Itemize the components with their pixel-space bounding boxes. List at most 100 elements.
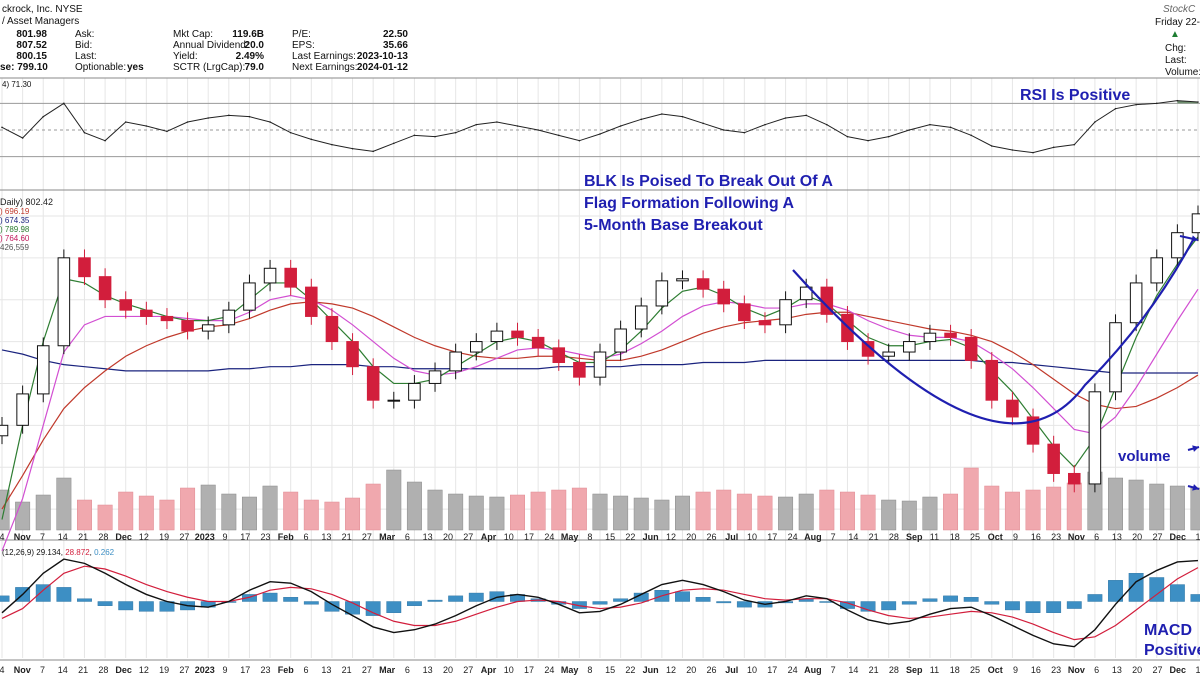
rsi-point: [702, 122, 704, 125]
quote-l2-1: Bid:: [75, 40, 93, 51]
x-tick-label: 27: [362, 532, 372, 542]
quote-l3-3: SCTR (LrgCap):: [173, 62, 246, 73]
x-tick-label: 22: [625, 532, 635, 542]
x-tick-label: May: [561, 532, 579, 542]
rsi-point: [846, 135, 849, 138]
rsi-point: [186, 121, 189, 123]
company-name: ckrock, Inc. NYSE: [2, 4, 83, 15]
x-tick-label: Jun: [643, 665, 659, 675]
volume-bar: [819, 489, 835, 531]
candle-body: [1150, 257, 1164, 284]
candle-body: [78, 257, 91, 278]
candle-body: [36, 345, 50, 395]
volume-bar: [468, 495, 484, 531]
quote-v3-2: 2.49%: [235, 51, 264, 62]
candle-body: [1047, 443, 1060, 474]
volume-bar: [654, 499, 670, 531]
x-tick-label: Apr: [481, 665, 497, 675]
candle-body: [1171, 232, 1184, 259]
x-tick-label: 20: [1132, 665, 1142, 675]
candle-body: [98, 276, 112, 301]
x-tick-label: 24: [788, 532, 798, 542]
rsi-point: [743, 131, 746, 134]
candle-body: [305, 286, 318, 317]
candle-body: [1026, 416, 1040, 445]
volume-bar: [1004, 491, 1020, 531]
x-tick-label: 12: [666, 665, 676, 675]
candle-body: [779, 299, 792, 326]
rsi-point: [42, 115, 45, 118]
volume-bar: [303, 499, 319, 531]
rsi-point: [104, 139, 106, 142]
x-tick-label: 28: [98, 665, 108, 675]
quote-v3-1: 20.0: [244, 40, 264, 51]
volume-bar: [365, 483, 381, 531]
volume-bar: [798, 493, 814, 531]
hist-value: 0.262: [94, 548, 115, 557]
x-tick-label: 2023: [195, 532, 215, 542]
x-tick-label: 19: [159, 532, 169, 542]
rsi-point: [619, 125, 622, 127]
x-tick-label: 8: [587, 532, 592, 542]
x-tick-label: 27: [179, 532, 189, 542]
volume-bar: [77, 499, 92, 531]
x-tick-label: 13: [423, 665, 433, 675]
candle-body: [614, 328, 627, 353]
rsi-point: [166, 130, 168, 133]
volume-bar: [118, 491, 134, 531]
x-tick-label: 10: [747, 665, 757, 675]
x-tick-label: 20: [1132, 532, 1142, 542]
macd-hist-bar: [963, 597, 979, 602]
x-tick-label: 23: [261, 665, 271, 675]
volume-bar: [1149, 483, 1165, 531]
chg-label: Chg:: [1165, 43, 1187, 54]
rsi-point: [63, 102, 65, 105]
up-arrow-icon: ▲: [1170, 29, 1180, 40]
x-tick-label: 4: [0, 532, 5, 542]
volume-bar: [1025, 489, 1041, 531]
rsi-point: [887, 135, 890, 138]
x-tick-label: 9: [1013, 532, 1018, 542]
volume-bar: [56, 477, 72, 531]
candle-body: [428, 370, 442, 384]
rsi-point: [1094, 121, 1096, 123]
candle-body: [263, 267, 277, 284]
macd-hist-bar: [1108, 580, 1123, 602]
x-tick-label: 4: [0, 665, 5, 675]
rsi-point: [1052, 146, 1055, 149]
macd-hist-bar: [283, 597, 299, 602]
x-tick-label: Mar: [379, 532, 396, 542]
rsi-point: [310, 138, 313, 141]
rsi-point: [392, 142, 395, 145]
x-tick-label: 1: [1195, 532, 1200, 542]
candle-body: [201, 324, 215, 332]
rsi-point: [21, 137, 24, 139]
quote-l2-3: Optionable:: [75, 62, 127, 73]
x-tick-label: 21: [78, 532, 88, 542]
rsi-point: [289, 131, 292, 134]
rsi-point: [124, 121, 127, 123]
candle-body: [923, 332, 937, 343]
candle-body: [57, 257, 71, 347]
quote-v1-2: 800.15: [16, 51, 47, 62]
quote-v4-1: 35.66: [382, 40, 408, 51]
macd-hist-bar: [468, 592, 484, 602]
rsi-point: [454, 131, 457, 134]
candle-body: [861, 341, 875, 357]
base-curve: [792, 239, 1194, 425]
rsi-point: [1032, 151, 1034, 154]
rsi-point: [516, 125, 519, 127]
quote-l3-1: Annual Dividend:: [173, 40, 249, 51]
x-tick-label: Nov: [14, 532, 31, 542]
volume-bar: [159, 499, 175, 531]
volume-bar: [1169, 485, 1185, 531]
rsi-point: [1073, 143, 1076, 146]
candle-body: [1191, 213, 1200, 234]
flag-annotation-line-3: 5-Month Base Breakout: [584, 217, 763, 234]
x-tick-label: 23: [1051, 665, 1061, 675]
x-tick-label: 17: [767, 532, 777, 542]
x-tick-label: Sep: [906, 532, 923, 542]
volume-bar: [1128, 479, 1144, 531]
x-tick-label: 16: [1031, 532, 1041, 542]
rsi-point: [1011, 149, 1014, 151]
